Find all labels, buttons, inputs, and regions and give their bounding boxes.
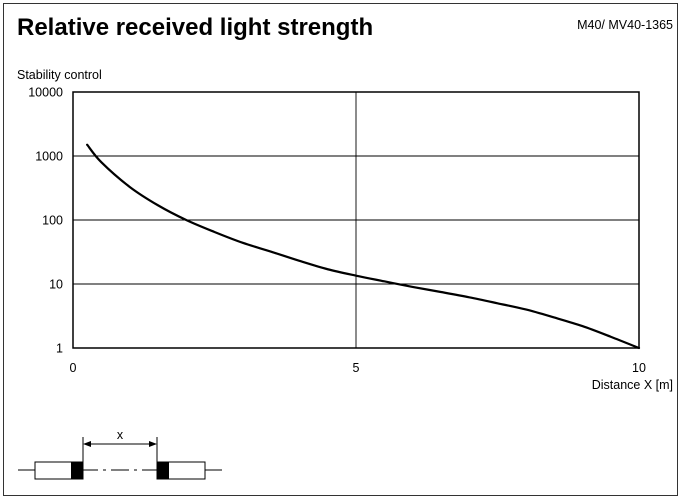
y-tick-label: 10 <box>49 278 63 292</box>
plot-border <box>72 91 640 349</box>
emitter-lens <box>71 462 83 479</box>
sensor-diagram: x <box>18 428 222 480</box>
x-axis-ticks: 0 5 10 <box>70 361 646 375</box>
chart-title: Relative received light strength <box>17 14 374 41</box>
distance-label: x <box>117 428 124 442</box>
y-axis-ticks: 1 10 100 1000 10000 <box>28 86 63 356</box>
x-tick-label: 10 <box>632 361 646 375</box>
y-tick-label: 1000 <box>35 150 63 164</box>
chart-frame <box>3 3 678 496</box>
y-axis-label: Stability control <box>17 68 102 82</box>
x-axis-label: Distance X [m] <box>591 378 673 392</box>
receiver-lens <box>157 462 169 479</box>
chart-grid <box>73 92 639 348</box>
y-tick-label: 1 <box>56 342 63 356</box>
y-tick-label: 100 <box>42 214 63 228</box>
document-id: M40/ MV40-1365 <box>577 18 673 32</box>
y-tick-label: 10000 <box>28 86 63 100</box>
series-line <box>86 143 641 350</box>
x-tick-label: 0 <box>70 361 77 375</box>
x-tick-label: 5 <box>353 361 360 375</box>
dimension-arrow-left <box>83 441 91 447</box>
dimension-arrow-right <box>149 441 157 447</box>
